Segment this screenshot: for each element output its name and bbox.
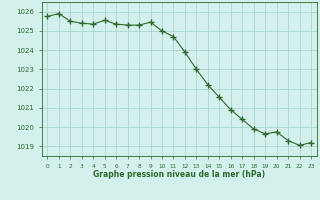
X-axis label: Graphe pression niveau de la mer (hPa): Graphe pression niveau de la mer (hPa) — [93, 170, 265, 179]
